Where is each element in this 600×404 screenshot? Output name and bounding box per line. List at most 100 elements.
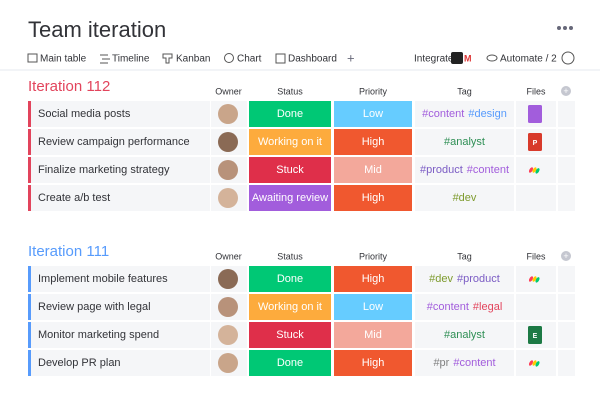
file-logo-part[interactable] <box>535 360 541 367</box>
view-tab[interactable]: Chart <box>237 54 262 65</box>
tag[interactable]: #product <box>457 273 500 285</box>
group-title[interactable]: Iteration 112 <box>28 78 110 95</box>
file-logo-part[interactable] <box>532 360 538 367</box>
status-cell[interactable] <box>249 129 331 155</box>
file-logo-part[interactable] <box>528 276 534 283</box>
status-label: Stuck <box>276 164 304 176</box>
priority-cell[interactable] <box>334 266 412 292</box>
file-logo-part[interactable] <box>535 276 541 283</box>
tag-cell <box>415 350 514 376</box>
tag-cell <box>415 266 514 292</box>
item-name[interactable]: Finalize marketing strategy <box>38 164 170 176</box>
priority-cell[interactable] <box>334 185 412 211</box>
status-cell[interactable] <box>249 266 331 292</box>
tag[interactable]: #analyst <box>444 329 485 341</box>
file-icon[interactable] <box>528 133 542 151</box>
file-logo-part[interactable] <box>532 167 538 174</box>
file-logo-part[interactable] <box>528 360 534 367</box>
add-column[interactable] <box>561 86 571 96</box>
group-title[interactable]: Iteration 111 <box>28 243 109 260</box>
file-icon[interactable] <box>528 326 542 344</box>
more-menu[interactable] <box>557 26 573 30</box>
status-label: Awaiting review <box>252 192 328 204</box>
file-icon-letter: E <box>533 333 538 340</box>
file-icon[interactable] <box>528 105 542 123</box>
priority-cell[interactable] <box>334 101 412 127</box>
view-tab[interactable]: Main table <box>40 54 87 65</box>
owner-avatar[interactable] <box>218 132 238 152</box>
file-logo-part[interactable] <box>528 167 534 174</box>
owner-avatar[interactable] <box>218 160 238 180</box>
status-cell[interactable] <box>249 157 331 183</box>
add-column[interactable] <box>561 251 571 261</box>
priority-label: Mid <box>364 164 382 176</box>
item-name[interactable]: Social media posts <box>38 108 131 120</box>
timeline-icon <box>100 54 110 64</box>
status-label: Done <box>277 108 303 120</box>
item-cell <box>28 322 210 348</box>
file-logo-part[interactable] <box>532 276 538 283</box>
tag-cell <box>415 294 514 320</box>
tag[interactable]: #analyst <box>444 136 485 148</box>
file-logo-part[interactable] <box>535 167 541 174</box>
priority-cell[interactable] <box>334 157 412 183</box>
status-cell[interactable] <box>249 101 331 127</box>
priority-cell[interactable] <box>334 294 412 320</box>
item-name[interactable]: Review page with legal <box>38 301 151 313</box>
status-cell[interactable] <box>249 294 331 320</box>
tag[interactable]: #dev <box>429 273 453 285</box>
tag-cell <box>415 185 514 211</box>
tag-list: #content #design <box>422 108 507 120</box>
dashboard-icon <box>275 53 286 64</box>
tag[interactable]: #content <box>453 357 495 369</box>
item-name[interactable]: Create a/b test <box>38 192 110 204</box>
priority-label: High <box>362 192 385 204</box>
tag[interactable]: #content <box>427 301 469 313</box>
item-cell <box>28 350 210 376</box>
tag[interactable]: #content <box>467 164 509 176</box>
file-icon-letter: P <box>533 140 538 147</box>
item-cell <box>28 101 210 127</box>
status-cell[interactable] <box>249 350 331 376</box>
tag[interactable]: #content <box>422 108 464 120</box>
priority-cell[interactable] <box>334 129 412 155</box>
collapse-button[interactable] <box>561 51 575 65</box>
item-name[interactable]: Monitor marketing spend <box>38 329 159 341</box>
item-cell <box>28 157 210 183</box>
add-view[interactable]: + <box>347 50 355 65</box>
group-color-bar <box>28 185 31 211</box>
tag-cell <box>415 101 514 127</box>
owner-avatar[interactable] <box>218 188 238 208</box>
status-label: Done <box>277 357 303 369</box>
owner-avatar[interactable] <box>218 353 238 373</box>
integrate-button[interactable]: Integrate <box>414 54 454 65</box>
view-tab[interactable]: Kanban <box>176 54 210 65</box>
priority-cell[interactable] <box>334 322 412 348</box>
status-cell[interactable] <box>249 322 331 348</box>
column-header: Status <box>277 251 303 261</box>
automate-button[interactable]: Automate / 2 <box>500 54 557 65</box>
owner-avatar[interactable] <box>218 297 238 317</box>
owner-avatar[interactable] <box>218 325 238 345</box>
status-cell[interactable] <box>249 185 331 211</box>
owner-avatar[interactable] <box>218 104 238 124</box>
tag-cell <box>415 157 514 183</box>
tag[interactable]: #pr <box>433 357 449 369</box>
owner-avatar[interactable] <box>218 269 238 289</box>
tag[interactable]: #product <box>420 164 463 176</box>
tag-list: #content #legal <box>427 301 503 313</box>
item-name[interactable]: Implement mobile features <box>38 273 168 285</box>
priority-cell[interactable] <box>334 350 412 376</box>
view-tab[interactable]: Timeline <box>112 54 150 65</box>
priority-label: Low <box>363 108 383 120</box>
item-name[interactable]: Develop PR plan <box>38 357 121 369</box>
column-header: Status <box>277 86 303 96</box>
column-header: Files <box>526 251 546 261</box>
add-column-plus: + <box>563 86 568 96</box>
tag[interactable]: #legal <box>473 301 502 313</box>
tag[interactable]: #dev <box>453 192 477 204</box>
tag[interactable]: #design <box>468 108 507 120</box>
view-tab[interactable]: Dashboard <box>288 54 337 65</box>
column-header: Files <box>526 86 546 96</box>
item-name[interactable]: Review campaign performance <box>38 136 190 148</box>
